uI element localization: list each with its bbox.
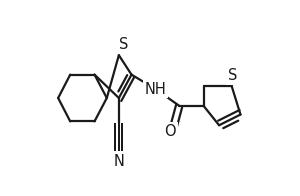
Text: O: O [165, 124, 176, 139]
Text: S: S [119, 37, 128, 52]
Text: NH: NH [145, 82, 167, 97]
Text: N: N [113, 154, 124, 169]
Text: S: S [228, 68, 237, 83]
